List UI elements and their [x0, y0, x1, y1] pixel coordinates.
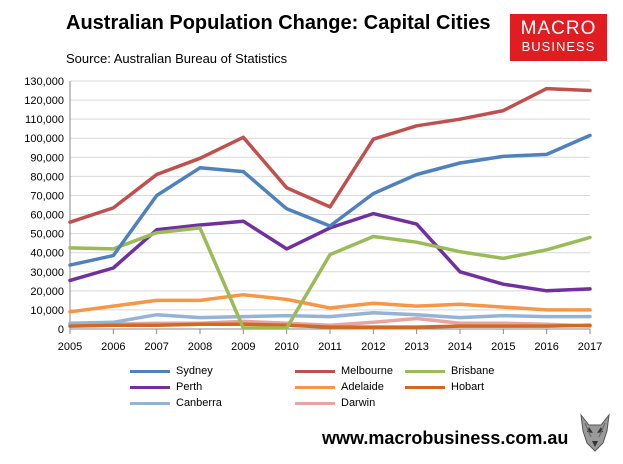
legend-swatch — [130, 369, 170, 373]
x-tick-label: 2015 — [491, 341, 515, 353]
legend-swatch — [130, 401, 170, 405]
website-url: www.macrobusiness.com.au — [322, 428, 569, 448]
legend-item-hobart: Hobart — [405, 381, 484, 393]
legend-label: Sydney — [176, 365, 213, 377]
chart-subtitle: Source: Australian Bureau of Statistics — [66, 51, 288, 66]
y-tick-label: 110,000 — [25, 114, 64, 126]
x-tick-label: 2017 — [578, 341, 602, 353]
y-tick-label: 10,000 — [30, 305, 64, 317]
macrobusiness-logo: MACRO BUSINESS — [510, 14, 607, 61]
x-tick-label: 2014 — [448, 341, 472, 353]
chart-title: Australian Population Change: Capital Ci… — [66, 12, 491, 34]
x-tick-label: 2007 — [144, 341, 168, 353]
legend-label: Hobart — [451, 381, 485, 393]
legend-swatch — [405, 385, 445, 389]
legend-item-adelaide: Adelaide — [295, 381, 384, 393]
x-tick-label: 2016 — [534, 341, 558, 353]
series-line-sydney — [68, 133, 592, 267]
y-tick-label: 60,000 — [30, 210, 64, 222]
legend-item-sydney: Sydney — [130, 365, 213, 377]
y-tick-label: 0 — [58, 324, 64, 336]
y-tick-label: 50,000 — [30, 229, 64, 241]
x-tick-label: 2005 — [58, 341, 82, 353]
y-tick-label: 90,000 — [30, 152, 64, 164]
legend-label: Adelaide — [341, 381, 384, 393]
series-line-perth — [68, 211, 592, 293]
series-line-darwin — [68, 316, 592, 328]
y-tick-label: 40,000 — [30, 248, 64, 260]
legend-item-melbourne: Melbourne — [295, 365, 393, 377]
y-tick-label: 30,000 — [30, 267, 64, 279]
x-tick-label: 2013 — [404, 341, 428, 353]
y-tick-label: 130,000 — [24, 76, 64, 88]
legend-swatch — [295, 385, 335, 389]
legend-item-brisbane: Brisbane — [405, 365, 494, 377]
legend-item-canberra: Canberra — [130, 397, 222, 409]
series-line-hobart — [68, 322, 592, 329]
series-line-adelaide — [68, 292, 592, 314]
legend-swatch — [130, 385, 170, 389]
legend-swatch — [295, 401, 335, 405]
x-tick-label: 2010 — [274, 341, 298, 353]
x-tick-label: 2011 — [318, 341, 342, 353]
x-tick-label: 2009 — [231, 341, 255, 353]
legend-label: Brisbane — [451, 365, 495, 377]
series-line-brisbane — [68, 226, 592, 330]
series-line-canberra — [68, 311, 592, 326]
x-tick-label: 2012 — [361, 341, 385, 353]
legend-swatch — [405, 369, 445, 373]
legend-label: Perth — [176, 381, 203, 393]
wolf-logo-icon — [580, 413, 610, 452]
legend-label: Darwin — [341, 397, 376, 409]
x-tick-label: 2006 — [101, 341, 125, 353]
y-tick-label: 120,000 — [24, 95, 64, 107]
legend-label: Canberra — [176, 397, 222, 409]
y-tick-label: 80,000 — [30, 171, 64, 183]
series-line-melbourne — [68, 86, 592, 224]
legend-swatch — [295, 369, 335, 373]
legend-label: Melbourne — [341, 365, 393, 377]
x-tick-label: 2008 — [188, 341, 212, 353]
legend-item-perth: Perth — [130, 381, 202, 393]
logo-line-1: MACRO — [520, 18, 597, 39]
y-tick-label: 100,000 — [24, 133, 64, 145]
legend-item-darwin: Darwin — [295, 397, 375, 409]
y-tick-label: 70,000 — [30, 190, 64, 202]
y-tick-label: 20,000 — [30, 286, 64, 298]
logo-line-2: BUSINESS — [521, 39, 596, 54]
